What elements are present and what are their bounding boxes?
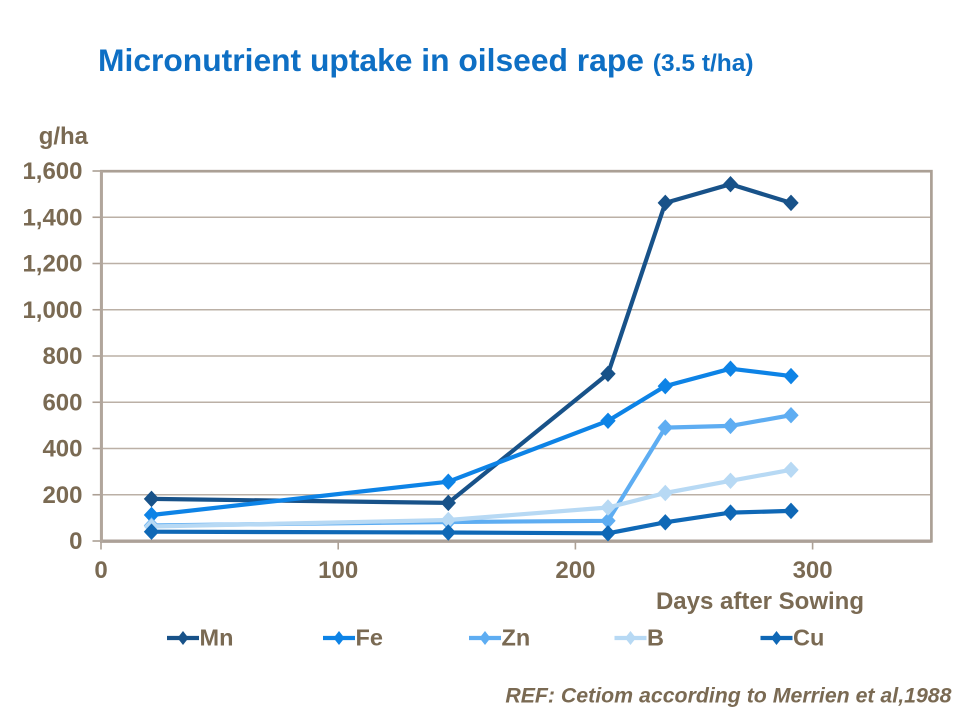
svg-text:REF: Cetiom according to Merri: REF: Cetiom according to Merrien et al,1… <box>505 684 951 708</box>
svg-text:300: 300 <box>793 557 833 584</box>
svg-text:0: 0 <box>69 528 82 555</box>
svg-text:Micronutrient uptake in oilsee: Micronutrient uptake in oilseed rape (3.… <box>98 42 754 78</box>
svg-text:1,000: 1,000 <box>22 297 82 324</box>
svg-text:Days after Sowing: Days after Sowing <box>656 588 864 615</box>
svg-text:200: 200 <box>42 482 82 509</box>
svg-text:Mn: Mn <box>200 625 234 651</box>
svg-text:600: 600 <box>42 389 82 416</box>
svg-text:800: 800 <box>42 343 82 370</box>
svg-text:200: 200 <box>555 557 595 584</box>
svg-text:1,400: 1,400 <box>22 204 82 231</box>
svg-text:1,200: 1,200 <box>22 251 82 278</box>
svg-text:Fe: Fe <box>356 625 383 651</box>
svg-text:Cu: Cu <box>793 625 824 651</box>
svg-text:B: B <box>647 625 664 651</box>
svg-text:100: 100 <box>318 557 358 584</box>
svg-text:0: 0 <box>94 557 107 584</box>
svg-text:Zn: Zn <box>502 625 531 651</box>
svg-text:g/ha: g/ha <box>39 123 89 150</box>
svg-text:400: 400 <box>42 436 82 463</box>
svg-text:1,600: 1,600 <box>22 158 82 185</box>
